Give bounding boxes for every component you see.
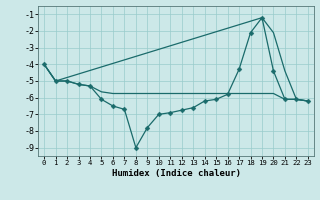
- X-axis label: Humidex (Indice chaleur): Humidex (Indice chaleur): [111, 169, 241, 178]
